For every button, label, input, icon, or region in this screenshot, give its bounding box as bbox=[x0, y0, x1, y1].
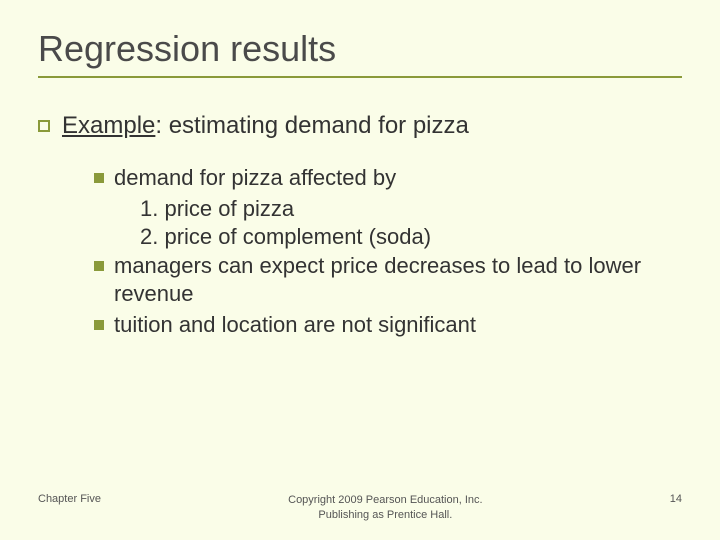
copyright-line2: Publishing as Prentice Hall. bbox=[101, 508, 670, 522]
footer-page-number: 14 bbox=[670, 493, 682, 505]
solid-square-bullet-icon bbox=[94, 320, 104, 330]
copyright-line1: Copyright 2009 Pearson Education, Inc. bbox=[101, 493, 670, 507]
level1-item: Example: estimating demand for pizza bbox=[38, 112, 682, 140]
level2-item: managers can expect price decreases to l… bbox=[94, 252, 682, 309]
level1-text: Example: estimating demand for pizza bbox=[62, 112, 469, 140]
sub-line: 1. price of pizza bbox=[140, 195, 682, 224]
level2-text: tuition and location are not significant bbox=[114, 311, 476, 340]
solid-square-bullet-icon bbox=[94, 173, 104, 183]
solid-square-bullet-icon bbox=[94, 261, 104, 271]
slide: Regression results Example: estimating d… bbox=[0, 0, 720, 540]
footer: Chapter Five Copyright 2009 Pearson Educ… bbox=[0, 493, 720, 522]
level2-text: demand for pizza affected by bbox=[114, 164, 396, 193]
level1-rest: : estimating demand for pizza bbox=[155, 112, 469, 139]
level2-item: demand for pizza affected by bbox=[94, 164, 682, 193]
level2-text: managers can expect price decreases to l… bbox=[114, 252, 682, 309]
hollow-square-bullet-icon bbox=[38, 120, 50, 132]
level2-item: tuition and location are not significant bbox=[94, 311, 682, 340]
footer-chapter: Chapter Five bbox=[38, 493, 101, 505]
sub-line: 2. price of complement (soda) bbox=[140, 223, 682, 252]
example-label: Example bbox=[62, 112, 155, 139]
level2-container: demand for pizza affected by 1. price of… bbox=[94, 164, 682, 340]
slide-title: Regression results bbox=[38, 28, 682, 78]
footer-copyright: Copyright 2009 Pearson Education, Inc. P… bbox=[101, 493, 670, 522]
